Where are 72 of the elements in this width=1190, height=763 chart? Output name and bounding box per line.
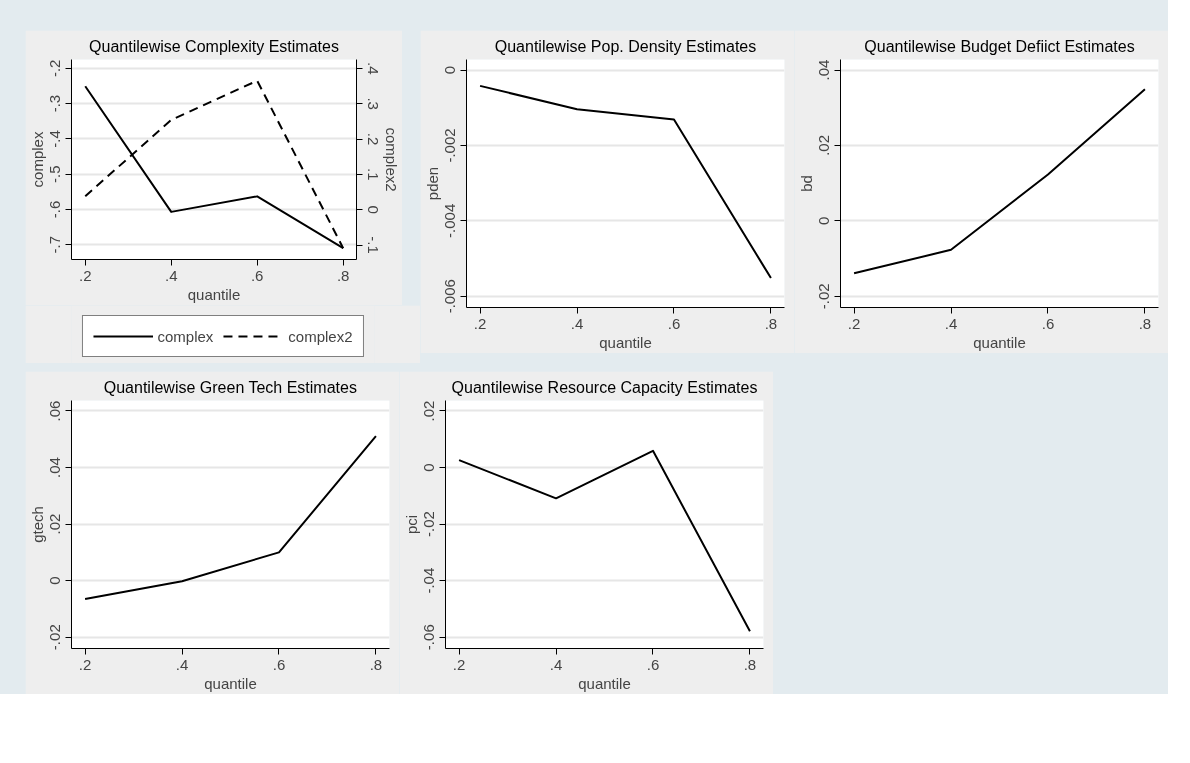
y-tick-label: .02 bbox=[420, 400, 438, 422]
y-tick-label: -.006 bbox=[441, 279, 459, 314]
line-series bbox=[479, 84, 772, 280]
chart-title: Quantilewise Green Tech Estimates bbox=[103, 378, 357, 396]
y-tick-label: .04 bbox=[46, 457, 64, 478]
y-axis-title: pden bbox=[423, 166, 441, 201]
legend-label: complex2 bbox=[288, 327, 353, 345]
x-axis-title: quantile bbox=[973, 333, 1026, 351]
y2-axis-title: complex2 bbox=[382, 127, 400, 192]
line-series bbox=[84, 435, 377, 601]
chart-title: Quantilewise Resource Capacity Estimates bbox=[451, 378, 758, 396]
x-tick-label: .8 bbox=[369, 655, 383, 673]
x-tick-label: .4 bbox=[944, 314, 958, 332]
x-tick-label: .4 bbox=[175, 655, 189, 673]
y-tick-label: -.002 bbox=[441, 128, 459, 163]
x-tick-label: .6 bbox=[667, 314, 681, 332]
x-tick-label: .2 bbox=[79, 266, 92, 284]
y2-tick-label: .2 bbox=[364, 132, 382, 146]
line-series bbox=[458, 449, 751, 633]
x-axis-title: quantile bbox=[578, 674, 631, 692]
chart-title: Quantilewise Complexity Estimates bbox=[89, 37, 339, 55]
x-axis-title: quantile bbox=[187, 285, 241, 303]
y-tick-label: 0 bbox=[420, 463, 438, 472]
x-tick-label: .6 bbox=[1041, 314, 1055, 332]
y-tick-label: .06 bbox=[46, 400, 64, 422]
x-tick-label: .2 bbox=[473, 314, 487, 332]
chart-title: Quantilewise Pop. Density Estimates bbox=[494, 37, 757, 55]
x-tick-label: .8 bbox=[1138, 314, 1152, 332]
y-tick-label: -.6 bbox=[46, 200, 64, 219]
x-tick-label: .8 bbox=[764, 314, 778, 332]
y-tick-label: .04 bbox=[815, 59, 833, 81]
y2-tick-label: .4 bbox=[364, 62, 382, 75]
x-tick-label: .4 bbox=[164, 266, 178, 284]
x-tick-label: .6 bbox=[646, 655, 660, 673]
x-tick-label: .6 bbox=[250, 266, 264, 284]
chart-title: Quantilewise Budget Defiict Estimates bbox=[864, 37, 1135, 55]
x-tick-label: .8 bbox=[336, 266, 350, 284]
y-tick-label: -.4 bbox=[46, 130, 64, 148]
x-tick-label: .4 bbox=[570, 314, 584, 332]
y-axis-title: complex bbox=[28, 131, 46, 188]
legend-label: complex bbox=[157, 327, 214, 345]
y-axis-title: bd bbox=[797, 175, 815, 192]
y-tick-label: -.5 bbox=[46, 165, 64, 183]
x-tick-label: .2 bbox=[847, 314, 861, 332]
y2-tick-label: .3 bbox=[364, 97, 382, 110]
y-tick-label: -.02 bbox=[46, 624, 64, 651]
y-tick-label: -.2 bbox=[46, 59, 64, 78]
x-tick-label: .6 bbox=[272, 655, 286, 673]
x-tick-label: .4 bbox=[549, 655, 563, 673]
y-tick-label: -.7 bbox=[46, 235, 64, 254]
y-axis-title: pci bbox=[402, 514, 420, 535]
line-series bbox=[853, 88, 1146, 275]
x-axis-title: quantile bbox=[204, 674, 257, 692]
y-tick-label: .02 bbox=[46, 513, 64, 535]
y2-tick-label: .1 bbox=[364, 168, 382, 181]
y-tick-label: .02 bbox=[815, 135, 833, 156]
y2-tick-label: 0 bbox=[364, 205, 382, 214]
y-tick-label: 0 bbox=[441, 65, 459, 75]
x-axis-title: quantile bbox=[599, 333, 652, 351]
y-tick-label: -.06 bbox=[420, 624, 438, 651]
y-tick-label: -.004 bbox=[441, 203, 459, 238]
x-tick-label: .8 bbox=[743, 655, 757, 673]
x-tick-label: .2 bbox=[452, 655, 466, 673]
y-tick-label: -.02 bbox=[815, 283, 833, 310]
y-tick-label: -.02 bbox=[420, 511, 438, 537]
y-tick-label: -.3 bbox=[46, 94, 64, 113]
y-tick-label: 0 bbox=[46, 576, 64, 585]
y2-tick-label: -.1 bbox=[364, 236, 382, 254]
x-tick-label: .2 bbox=[78, 655, 92, 673]
y-tick-label: -.04 bbox=[420, 567, 438, 594]
y-axis-title: gtech bbox=[28, 506, 46, 543]
y-tick-label: 0 bbox=[815, 216, 833, 225]
